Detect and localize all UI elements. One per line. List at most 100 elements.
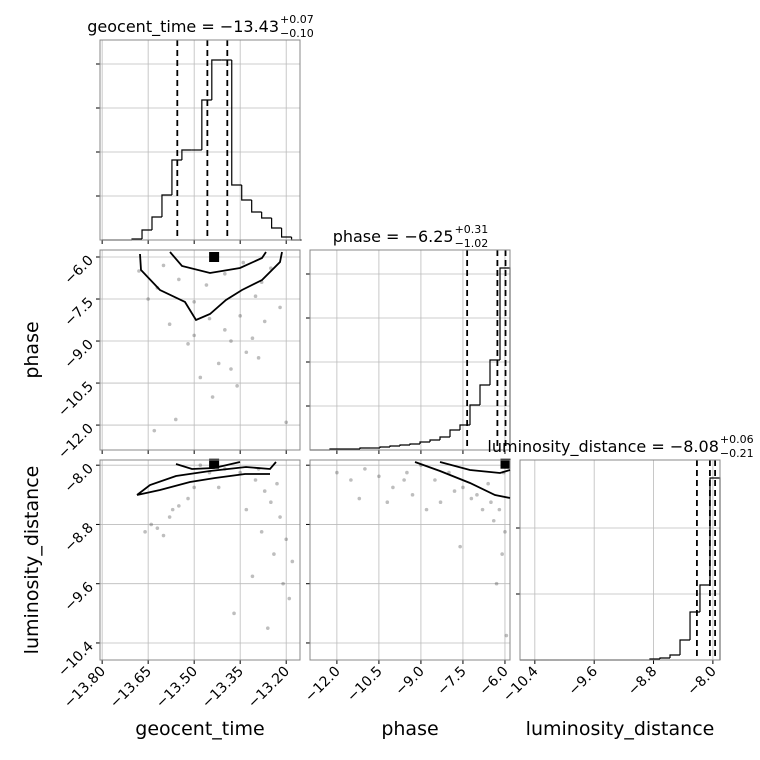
sample-point [137, 269, 141, 273]
panel-title: luminosity_distance = −8.08 [487, 437, 718, 457]
sample-point [281, 581, 285, 586]
sample-point [250, 574, 255, 579]
sample-point [287, 596, 292, 601]
panel-frame [99, 459, 301, 661]
sample-point [491, 518, 496, 523]
sample-point [335, 470, 339, 475]
sample-point [146, 297, 150, 301]
sample-point [486, 481, 490, 486]
peak-marker [500, 458, 511, 469]
contour [414, 461, 511, 499]
x-tick-label: −13.35 [199, 664, 247, 712]
sample-point [278, 515, 282, 519]
sample-point [244, 507, 249, 512]
contour [169, 251, 267, 274]
y-tick-label: −9.0 [61, 337, 96, 372]
sample-point [480, 507, 485, 512]
contour [175, 461, 241, 470]
sample-point [250, 336, 255, 341]
sample-point [452, 489, 457, 493]
x-tick-label: −12.0 [302, 664, 344, 706]
hist-bin [679, 639, 691, 655]
sample-point [262, 489, 267, 493]
hist-bin [171, 159, 182, 195]
hist-bin [271, 218, 282, 229]
panel: −13.80−13.65−13.50−13.35−13.20−10.4−9.6−… [21, 458, 301, 740]
sample-point [223, 328, 227, 332]
title-sup: +0.07 [280, 13, 314, 26]
panel-frame [99, 39, 301, 241]
sample-point [269, 500, 273, 505]
sample-point [489, 500, 493, 505]
sample-point [167, 515, 172, 519]
sample-point [149, 522, 154, 527]
sample-point [259, 530, 264, 534]
sample-point [438, 500, 443, 505]
contour [136, 461, 277, 496]
hist-bin [280, 228, 292, 238]
panel: phase = −6.25 +0.31−1.02 [306, 223, 511, 454]
y-tick-label: −12.0 [55, 421, 97, 463]
x-tick-label: −8.8 [625, 664, 660, 699]
sample-point [410, 493, 415, 497]
hist-bin [231, 60, 242, 186]
sample-point [210, 395, 215, 399]
sample-point [503, 530, 507, 534]
y-tick-label: −6.0 [61, 253, 96, 288]
sample-point [229, 339, 233, 343]
hist-bin [141, 229, 152, 239]
sample-point [216, 361, 221, 366]
sample-point [256, 356, 261, 360]
title-sub: −0.10 [280, 27, 314, 40]
sample-point [253, 294, 258, 299]
title-sub: −0.21 [720, 447, 754, 460]
hist-bin [161, 194, 172, 217]
sample-point [238, 314, 242, 318]
hist-bin [429, 439, 440, 442]
sample-point [290, 559, 295, 564]
sample-point [405, 470, 409, 475]
sample-point [458, 544, 462, 549]
y-axis-label: phase [21, 321, 43, 378]
sample-point [275, 481, 279, 486]
hist-bin [399, 444, 410, 446]
sample-point [391, 485, 395, 490]
sample-point [238, 470, 242, 475]
title-sub: −1.02 [455, 237, 489, 250]
x-axis-label: luminosity_distance [526, 718, 715, 740]
sample-point [207, 316, 212, 321]
hist-bin [151, 216, 162, 230]
x-tick-label: −13.65 [107, 664, 155, 712]
sample-point [278, 305, 282, 310]
sample-point [216, 485, 221, 490]
hist-bin [439, 436, 450, 440]
sample-point [229, 367, 233, 371]
sample-point [363, 467, 367, 471]
sample-point [177, 277, 181, 282]
y-tick-label: −8.8 [61, 520, 96, 555]
y-tick-label: −10.5 [55, 379, 97, 421]
sample-point [349, 478, 353, 482]
x-axis-label: geocent_time [135, 718, 264, 740]
peak-marker [209, 252, 220, 263]
x-tick-label: −13.20 [245, 664, 293, 712]
x-tick-label: −10.5 [344, 664, 386, 706]
sample-point [357, 496, 362, 501]
x-tick-label: −9.0 [392, 664, 427, 699]
x-tick-label: −13.50 [153, 664, 201, 712]
sample-point [385, 500, 390, 505]
sample-point [155, 526, 160, 530]
sample-point [223, 272, 227, 276]
hist-bin [479, 384, 490, 405]
hist-bin [261, 212, 272, 219]
sample-point [186, 496, 190, 501]
sample-point [272, 552, 276, 556]
y-axis-label: luminosity_distance [21, 466, 43, 655]
x-tick-label: −9.6 [566, 663, 601, 698]
x-tick-label: −7.5 [434, 664, 469, 699]
hist-bin [241, 185, 252, 201]
y-tick-label: −9.6 [61, 579, 96, 614]
sample-point [186, 342, 190, 346]
x-tick-label: −8.0 [684, 664, 719, 699]
